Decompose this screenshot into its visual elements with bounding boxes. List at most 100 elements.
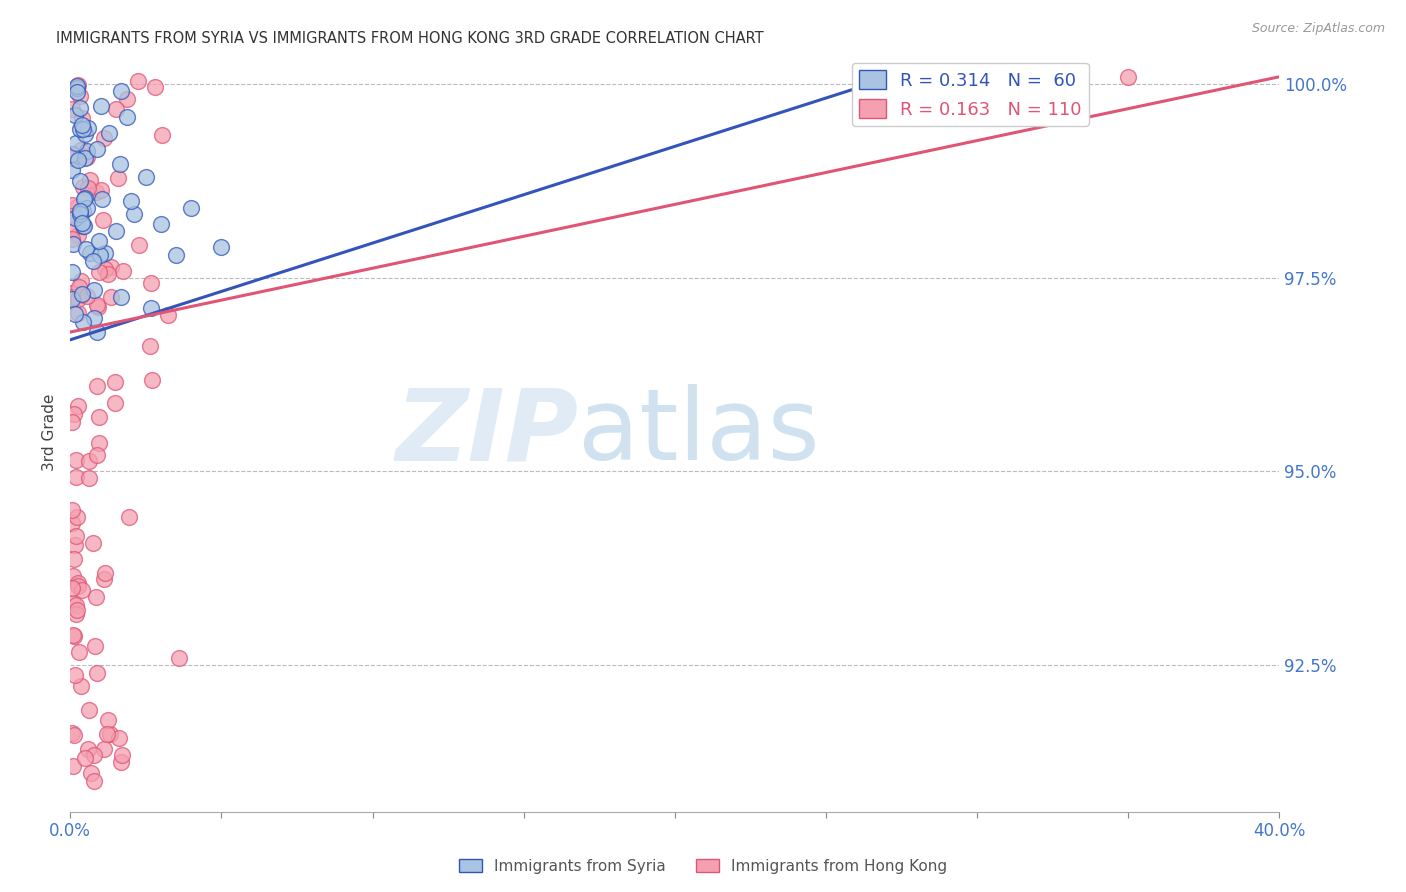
Point	[62, 552, 84, 566]
Point	[67, 579, 90, 593]
Point	[67, 306, 90, 320]
Point	[128, 238, 150, 252]
Point	[65, 598, 87, 612]
Point	[87, 234, 110, 248]
Point	[63, 538, 86, 552]
Point	[60, 726, 83, 740]
Point	[77, 471, 100, 485]
Point	[75, 750, 97, 764]
Point	[83, 773, 105, 788]
Y-axis label: 3rd Grade: 3rd Grade	[42, 394, 58, 471]
Point	[60, 147, 83, 161]
Point	[94, 262, 117, 277]
Point	[127, 73, 149, 87]
Point	[87, 300, 110, 314]
Point	[69, 143, 91, 157]
Point	[65, 529, 87, 543]
Point	[96, 727, 118, 741]
Point	[100, 290, 122, 304]
Point	[77, 181, 100, 195]
Point	[90, 98, 112, 112]
Point	[169, 650, 191, 665]
Point	[76, 742, 98, 756]
Point	[62, 237, 84, 252]
Point	[72, 288, 94, 302]
Point	[60, 292, 83, 306]
Point	[70, 583, 93, 598]
Point	[84, 185, 107, 199]
Point	[83, 747, 105, 762]
Point	[77, 120, 100, 135]
Point	[141, 277, 163, 291]
Point	[65, 470, 87, 484]
Point	[65, 607, 87, 621]
Point	[60, 102, 83, 116]
Point	[94, 566, 117, 581]
Point	[63, 307, 86, 321]
Point	[89, 410, 111, 425]
Point	[83, 283, 105, 297]
Point	[97, 713, 120, 727]
Point	[80, 766, 103, 780]
Point	[76, 288, 98, 302]
Point	[180, 201, 202, 215]
Point	[89, 248, 111, 262]
Point	[84, 590, 107, 604]
Point	[60, 197, 83, 211]
Point	[94, 246, 117, 260]
Point	[60, 581, 83, 595]
Point	[104, 376, 127, 390]
Point	[77, 703, 100, 717]
Point	[115, 110, 138, 124]
Point	[60, 503, 83, 517]
Point	[73, 127, 96, 141]
Point	[76, 144, 98, 158]
Point	[165, 248, 187, 262]
Legend: R = 0.314   N =  60, R = 0.163   N = 110: R = 0.314 N = 60, R = 0.163 N = 110	[852, 62, 1090, 126]
Point	[79, 246, 101, 260]
Point	[66, 81, 89, 95]
Point	[73, 151, 96, 165]
Point	[60, 516, 83, 531]
Point	[93, 742, 115, 756]
Text: ZIP: ZIP	[395, 384, 578, 481]
Point	[67, 153, 90, 167]
Point	[90, 183, 112, 197]
Point	[157, 308, 180, 322]
Point	[62, 759, 84, 773]
Point	[67, 645, 90, 659]
Point	[91, 213, 114, 227]
Point	[118, 510, 141, 524]
Point	[112, 264, 135, 278]
Point	[65, 108, 87, 122]
Point	[139, 339, 162, 353]
Point	[76, 201, 98, 215]
Point	[84, 640, 107, 654]
Point	[111, 748, 134, 763]
Point	[100, 260, 122, 275]
Point	[150, 217, 172, 231]
Point	[75, 242, 97, 256]
Point	[122, 207, 145, 221]
Point	[65, 453, 87, 467]
Point	[115, 92, 138, 106]
Point	[62, 290, 84, 304]
Point	[69, 102, 91, 116]
Point	[66, 603, 89, 617]
Point	[72, 121, 94, 136]
Legend: Immigrants from Syria, Immigrants from Hong Kong: Immigrants from Syria, Immigrants from H…	[453, 853, 953, 880]
Point	[70, 287, 93, 301]
Point	[79, 454, 101, 468]
Point	[135, 170, 157, 185]
Point	[63, 668, 86, 682]
Point	[69, 207, 91, 221]
Point	[108, 731, 131, 745]
Point	[110, 84, 132, 98]
Point	[104, 103, 127, 117]
Point	[60, 163, 83, 178]
Point	[882, 70, 904, 84]
Point	[86, 379, 108, 393]
Point	[82, 254, 104, 268]
Point	[69, 88, 91, 103]
Point	[211, 240, 233, 254]
